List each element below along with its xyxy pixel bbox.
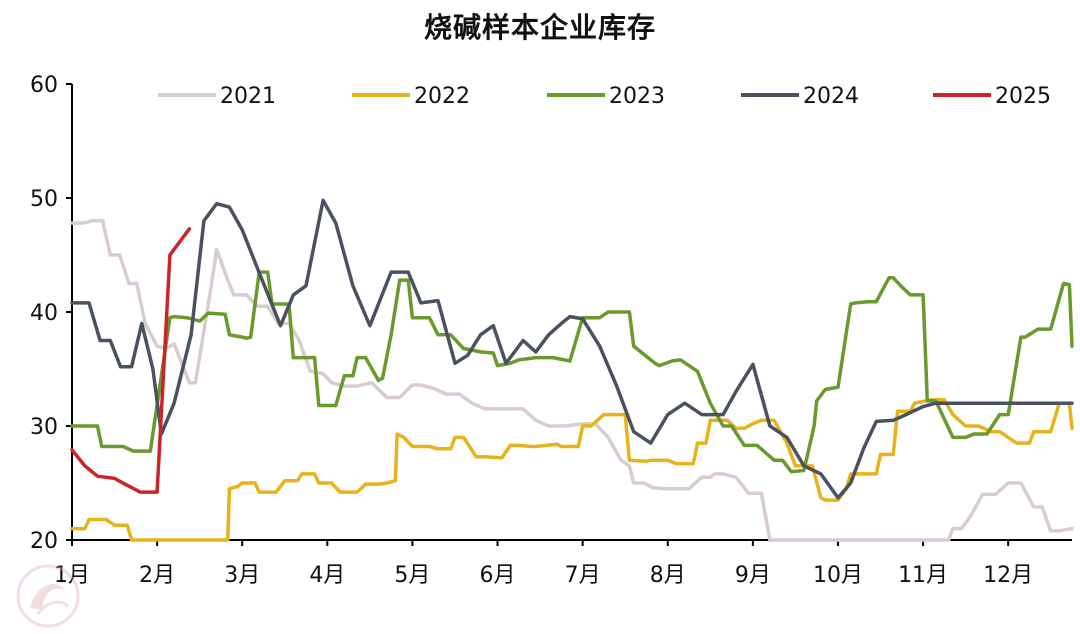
company-logo-watermark — [16, 564, 80, 628]
series-line-2025 — [70, 227, 192, 494]
x-tick-label: 12月 — [983, 563, 1033, 588]
y-tick-label: 60 — [30, 73, 58, 98]
y-tick-label: 50 — [30, 187, 58, 212]
x-tick-label: 10月 — [813, 563, 863, 588]
series-line-2021 — [70, 219, 1074, 542]
series-line-2022 — [70, 398, 1074, 542]
x-tick-label: 11月 — [898, 563, 948, 588]
series-line-2023 — [70, 270, 1074, 474]
legend: 2021 2022 2023 2024 2025 — [158, 84, 1051, 109]
x-tick-label: 5月 — [394, 563, 430, 588]
x-tick-label: 8月 — [650, 563, 686, 588]
legend-label-2024: 2024 — [803, 84, 859, 109]
legend-label-2021: 2021 — [220, 84, 276, 109]
x-tick-label: 6月 — [480, 563, 516, 588]
legend-label-2025: 2025 — [995, 84, 1051, 109]
x-tick-label: 4月 — [309, 563, 345, 588]
axes: 20 30 40 50 60 1月 2月 3月 4月 5月 6月 7月 8月 9月 10月 11月 12月 — [30, 73, 1072, 588]
x-tick-label: 9月 — [735, 563, 771, 588]
y-tick-label: 20 — [30, 529, 58, 554]
y-tick-label: 40 — [30, 301, 58, 326]
y-tick-label: 30 — [30, 415, 58, 440]
x-tick-label: 3月 — [224, 563, 260, 588]
legend-label-2022: 2022 — [414, 84, 470, 109]
series-layer — [70, 198, 1074, 542]
x-tick-label: 2月 — [139, 563, 175, 588]
x-tick-label: 1月 — [54, 563, 90, 588]
chart-title: 烧碱样本企业库存 — [423, 11, 656, 44]
series-line-2024 — [70, 198, 1074, 500]
x-tick-label: 7月 — [565, 563, 601, 588]
legend-label-2023: 2023 — [609, 84, 665, 109]
